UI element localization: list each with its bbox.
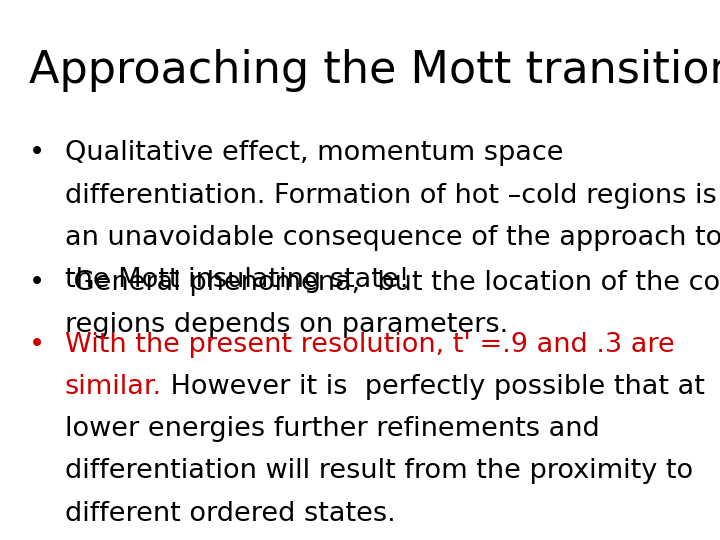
- Text: •: •: [29, 332, 45, 358]
- Text: Approaching the Mott transition:: Approaching the Mott transition:: [29, 49, 720, 92]
- Text: regions depends on parameters.: regions depends on parameters.: [65, 312, 508, 338]
- Text: With the present resolution, t' =.9 and .3 are: With the present resolution, t' =.9 and …: [65, 332, 675, 358]
- Text: differentiation. Formation of hot –cold regions is: differentiation. Formation of hot –cold …: [65, 183, 716, 208]
- Text: different ordered states.: different ordered states.: [65, 501, 395, 526]
- Text: the Mott insulating state!: the Mott insulating state!: [65, 267, 410, 293]
- Text: lower energies further refinements and: lower energies further refinements and: [65, 416, 600, 442]
- Text: General phenomena,  but the location of the cold: General phenomena, but the location of t…: [65, 270, 720, 296]
- Text: •: •: [29, 270, 45, 296]
- Text: similar.: similar.: [65, 374, 162, 400]
- Text: an unavoidable consequence of the approach to: an unavoidable consequence of the approa…: [65, 225, 720, 251]
- Text: However it is  perfectly possible that at: However it is perfectly possible that at: [162, 374, 705, 400]
- Text: •: •: [29, 140, 45, 166]
- Text: differentiation will result from the proximity to: differentiation will result from the pro…: [65, 458, 693, 484]
- Text: Qualitative effect, momentum space: Qualitative effect, momentum space: [65, 140, 563, 166]
